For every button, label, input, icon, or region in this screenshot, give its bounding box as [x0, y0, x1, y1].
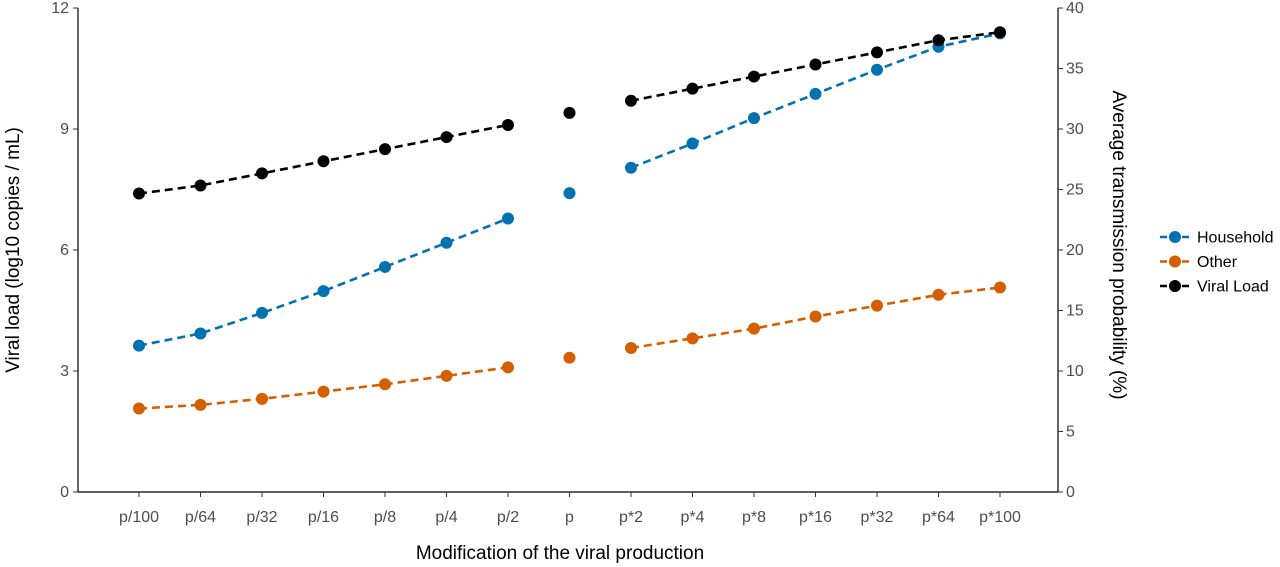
right-y-tick-label: 5 — [1066, 424, 1075, 441]
legend-item-other: Other — [1160, 254, 1238, 271]
other-point — [502, 361, 514, 374]
right-y-tick-label: 35 — [1066, 61, 1084, 78]
axes-layer: 0 3 6 9 12 0 5 10 15 20 25 30 35 40 p/100 p/64 p/32 p/16 p… — [51, 0, 1084, 526]
x-tick-label: p/2 — [497, 509, 519, 526]
other-point — [256, 392, 268, 405]
household-point — [194, 327, 207, 340]
other-point — [748, 322, 760, 335]
other-point — [133, 402, 145, 415]
viral-load-point — [379, 143, 391, 156]
other-point — [686, 332, 699, 345]
viral-load-point — [502, 118, 514, 131]
x-tick-label: p*4 — [680, 509, 704, 526]
viral-load-point — [194, 179, 207, 192]
legend-label: Viral Load — [1197, 279, 1269, 296]
legend-label: Other — [1197, 254, 1238, 271]
legend: Household Other Viral Load — [1160, 230, 1274, 296]
left-y-tick-label: 6 — [60, 242, 69, 259]
series-household — [133, 27, 1006, 352]
series-layer — [133, 26, 1006, 415]
x-tick-label: p*32 — [861, 509, 894, 526]
viral-load-point — [625, 94, 637, 107]
viral-load-point — [809, 58, 822, 71]
legend-key-point — [1169, 231, 1181, 243]
other-point — [440, 369, 453, 382]
household-point — [440, 236, 453, 249]
household-line-segment-2 — [630, 32, 1001, 169]
right-y-tick-label: 10 — [1066, 363, 1084, 380]
right-y-tick-label: 0 — [1066, 484, 1075, 501]
other-point — [994, 281, 1006, 294]
viral-load-point — [133, 187, 145, 200]
series-other — [133, 281, 1006, 415]
other-point — [871, 299, 883, 312]
x-tick-label: p/100 — [119, 509, 159, 526]
viral-load-point — [317, 155, 330, 168]
other-point — [932, 288, 945, 301]
household-point — [563, 187, 576, 200]
legend-key-point — [1169, 255, 1181, 268]
other-point — [379, 378, 391, 391]
right-y-axis-title: Average transmission probability (%) — [1108, 90, 1129, 399]
household-line-segment-1 — [138, 217, 509, 347]
legend-key-point — [1169, 280, 1181, 292]
viral-load-point — [256, 167, 268, 180]
viral-load-point — [440, 131, 453, 144]
left-y-tick-label: 3 — [60, 363, 69, 380]
other-point — [809, 310, 822, 323]
left-y-tick-label: 12 — [51, 0, 69, 17]
left-y-tick-label: 0 — [60, 484, 69, 501]
viral-load-point — [686, 82, 699, 95]
legend-label: Household — [1197, 230, 1274, 247]
household-point — [317, 285, 330, 298]
household-point — [748, 112, 760, 125]
household-point — [686, 137, 699, 150]
x-tick-label: p/32 — [246, 509, 277, 526]
left-y-tick-label: 9 — [60, 121, 69, 138]
household-point — [133, 339, 145, 352]
other-point — [317, 385, 330, 398]
legend-item-household: Household — [1160, 230, 1274, 247]
other-point — [625, 342, 637, 355]
viral-load-point — [932, 34, 945, 47]
household-point — [256, 306, 268, 319]
x-tick-label: p/4 — [435, 509, 457, 526]
right-y-tick-label: 20 — [1066, 242, 1084, 259]
x-axis-title: Modification of the viral production — [416, 543, 704, 564]
right-y-tick-label: 30 — [1066, 121, 1084, 138]
right-y-tick-label: 25 — [1066, 182, 1084, 199]
series-viral-load — [133, 26, 1006, 200]
household-point — [625, 161, 637, 174]
household-point — [809, 87, 822, 100]
x-tick-label: p/16 — [308, 509, 339, 526]
viral-load-point — [871, 46, 883, 59]
other-point — [563, 351, 576, 364]
left-y-axis-title: Viral load (log10 copies / mL) — [3, 127, 24, 373]
household-point — [871, 63, 883, 76]
household-point — [379, 260, 391, 273]
viral-load-point — [748, 70, 760, 83]
viral-load-point — [563, 106, 576, 119]
x-tick-label: p*2 — [619, 509, 643, 526]
x-tick-label: p/8 — [374, 509, 396, 526]
x-tick-label: p*16 — [799, 509, 832, 526]
right-y-tick-label: 15 — [1066, 303, 1084, 320]
x-tick-label: p — [565, 509, 574, 526]
x-tick-label: p/64 — [185, 509, 216, 526]
other-point — [194, 398, 207, 411]
right-y-tick-label: 40 — [1066, 0, 1084, 17]
legend-item-viral-load: Viral Load — [1160, 279, 1269, 296]
x-tick-label: p*64 — [922, 509, 955, 526]
household-point — [502, 212, 514, 225]
viral-load-point — [994, 26, 1006, 39]
x-tick-label: p*8 — [742, 509, 766, 526]
x-tick-label: p*100 — [979, 509, 1021, 526]
